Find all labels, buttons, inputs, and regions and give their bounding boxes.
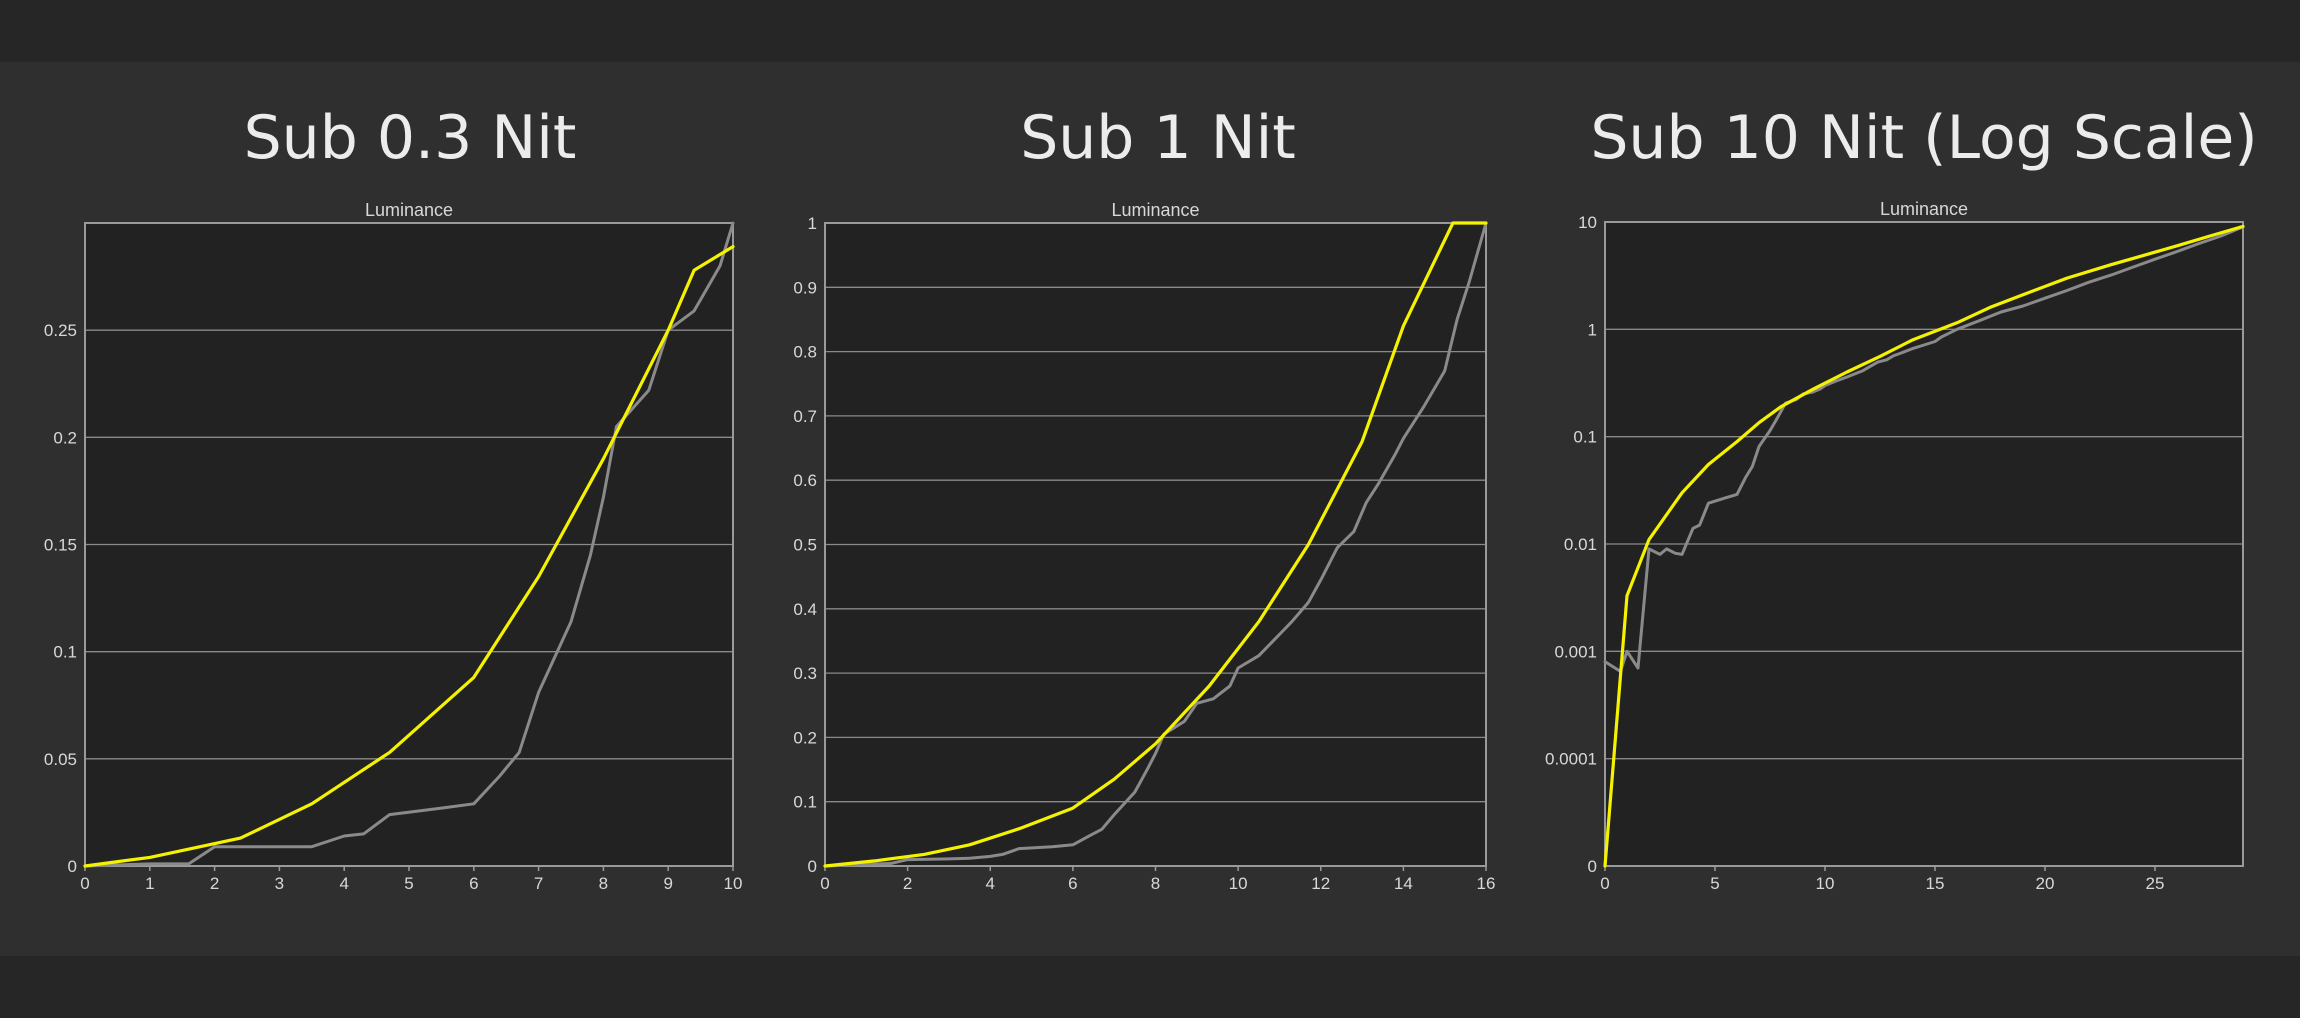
x-tick-label: 2 xyxy=(903,874,912,893)
chart-subtitle: Luminance xyxy=(365,200,453,220)
x-tick-label: 8 xyxy=(1151,874,1160,893)
series-line-yellow xyxy=(1603,224,2245,868)
x-tick-label: 4 xyxy=(339,874,348,893)
chart-subtitle: Luminance xyxy=(1880,199,1968,219)
x-tick-label: 20 xyxy=(2036,874,2055,893)
x-tick-label: 15 xyxy=(1926,874,1945,893)
y-tick-label: 0.25 xyxy=(44,321,77,340)
x-tick-label: 0 xyxy=(80,874,89,893)
y-tick-label: 1 xyxy=(808,214,817,233)
plot-frame xyxy=(1604,221,2244,867)
x-tick-label: 8 xyxy=(599,874,608,893)
chart-title-sub-1-nit: Sub 1 Nit xyxy=(1020,103,1296,173)
series-line-gray xyxy=(823,221,1488,868)
x-tick-label: 16 xyxy=(1477,874,1496,893)
y-tick-label: 0.7 xyxy=(793,407,817,426)
x-tick-label: 2 xyxy=(210,874,219,893)
x-tick-label: 3 xyxy=(275,874,284,893)
x-tick-label: 4 xyxy=(986,874,995,893)
chart-2: 0 0.0001 0.001 0.01 0.1 1 10 0 5 10 15 20 25 Luminanc… xyxy=(1545,199,2245,893)
y-tick-label: 0 xyxy=(808,857,817,876)
y-tick-label: 0.8 xyxy=(793,343,817,362)
top-band xyxy=(0,0,2300,62)
series-line-gray xyxy=(83,221,735,868)
y-tick-label: 0 xyxy=(1588,857,1597,876)
x-tick-label: 9 xyxy=(663,874,672,893)
chart-1: 00.10.20.30.40.50.60.70.80.910 2 4 6 8 10 12 14… xyxy=(793,200,1495,893)
y-tick-label: 0.6 xyxy=(793,471,817,490)
x-tick-label: 10 xyxy=(724,874,743,893)
y-tick-label: 0.15 xyxy=(44,536,77,555)
y-tick-label: 0.001 xyxy=(1554,642,1597,661)
y-tick-label: 0.1 xyxy=(793,793,817,812)
x-tick-label: 5 xyxy=(404,874,413,893)
y-tick-label: 0.0001 xyxy=(1545,750,1597,769)
series-line-yellow xyxy=(823,221,1488,868)
y-tick-label: 0.2 xyxy=(793,728,817,747)
y-tick-label: 1 xyxy=(1588,320,1597,339)
x-tick-label: 10 xyxy=(1816,874,1835,893)
series-line-gray xyxy=(1603,225,2245,673)
y-tick-label: 0.1 xyxy=(53,643,77,662)
y-tick-label: 0.4 xyxy=(793,600,817,619)
x-tick-label: 1 xyxy=(145,874,154,893)
y-tick-label: 0.3 xyxy=(793,664,817,683)
x-tick-label: 14 xyxy=(1394,874,1413,893)
x-tick-label: 6 xyxy=(469,874,478,893)
x-tick-label: 5 xyxy=(1710,874,1719,893)
y-tick-label: 0.05 xyxy=(44,750,77,769)
chart-subtitle: Luminance xyxy=(1111,200,1199,220)
bottom-band xyxy=(0,956,2300,1018)
chart-title-sub-10-nit-log: Sub 10 Nit (Log Scale) xyxy=(1590,103,2258,173)
y-tick-label: 10 xyxy=(1578,213,1597,232)
y-tick-label: 0.1 xyxy=(1573,428,1597,447)
x-tick-label: 6 xyxy=(1068,874,1077,893)
x-tick-label: 0 xyxy=(1600,874,1609,893)
chart-title-sub-0-3-nit: Sub 0.3 Nit xyxy=(243,103,577,173)
x-tick-label: 25 xyxy=(2146,874,2165,893)
y-tick-label: 0 xyxy=(68,857,77,876)
y-tick-label: 0.01 xyxy=(1564,535,1597,554)
x-tick-label: 10 xyxy=(1229,874,1248,893)
y-tick-label: 0.9 xyxy=(793,278,817,297)
chart-0: 0 0.05 0.1 0.15 0.2 0.25 0 1 2 3 4 5 6 7 8 9 10 Luminance xyxy=(44,200,743,893)
x-tick-label: 12 xyxy=(1311,874,1330,893)
series-line-yellow xyxy=(83,245,735,868)
y-tick-label: 0.2 xyxy=(53,428,77,447)
x-tick-label: 0 xyxy=(820,874,829,893)
x-tick-label: 7 xyxy=(534,874,543,893)
y-tick-label: 0.5 xyxy=(793,536,817,555)
